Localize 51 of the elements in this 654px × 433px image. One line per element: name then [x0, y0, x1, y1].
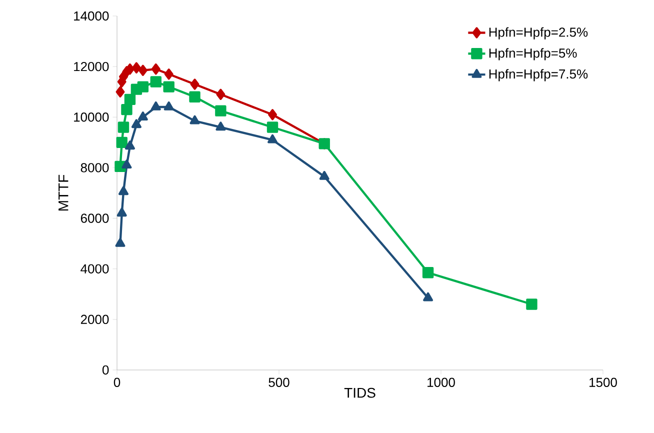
point — [319, 170, 330, 180]
point — [215, 105, 226, 116]
y-tick-label: 12000 — [74, 62, 109, 72]
point — [151, 63, 160, 75]
point — [116, 86, 125, 98]
point — [423, 292, 434, 302]
x-tick-label: 1500 — [590, 378, 617, 387]
point — [422, 267, 434, 278]
point — [164, 68, 174, 80]
x-tick-label: 0 — [114, 378, 120, 387]
point — [137, 81, 149, 92]
point — [138, 64, 148, 76]
point — [164, 101, 174, 110]
y-tick-label: 6000 — [80, 214, 109, 223]
point — [116, 208, 127, 217]
point — [118, 186, 128, 196]
point — [118, 122, 130, 133]
y-tick-label: 2000 — [80, 314, 109, 324]
point — [190, 115, 200, 124]
y-tick-label: 14000 — [74, 11, 109, 21]
point — [163, 81, 174, 92]
point — [115, 238, 126, 247]
point — [132, 62, 141, 74]
point — [150, 101, 161, 110]
point — [266, 122, 278, 133]
y-axis-title: MTTF — [58, 174, 68, 211]
legend-label: Hpfn=Hpfp=7.5% — [489, 69, 588, 82]
x-tick-label: 500 — [268, 378, 290, 387]
point — [131, 119, 142, 128]
x-tick-label: 1000 — [428, 378, 455, 387]
point — [138, 112, 148, 120]
point — [124, 94, 136, 106]
point — [121, 104, 132, 116]
y-tick-label: 8000 — [80, 163, 109, 172]
y-tick-label: 4000 — [80, 264, 109, 274]
x-axis-title: TIDS — [344, 388, 376, 398]
point — [216, 122, 226, 131]
y-tick-label: 10000 — [74, 112, 109, 122]
point — [150, 76, 162, 88]
point — [116, 136, 128, 148]
legend-label: Hpfn=Hpfp=2.5% — [489, 27, 588, 40]
point — [124, 140, 135, 150]
legend-label: Hpfn=Hpfp=5% — [489, 48, 577, 60]
point — [268, 134, 278, 144]
point — [268, 109, 277, 120]
point — [122, 160, 132, 169]
point — [189, 91, 200, 103]
y-tick-label: 0 — [102, 365, 109, 375]
point — [526, 298, 538, 310]
point — [190, 78, 200, 90]
point — [216, 88, 226, 100]
